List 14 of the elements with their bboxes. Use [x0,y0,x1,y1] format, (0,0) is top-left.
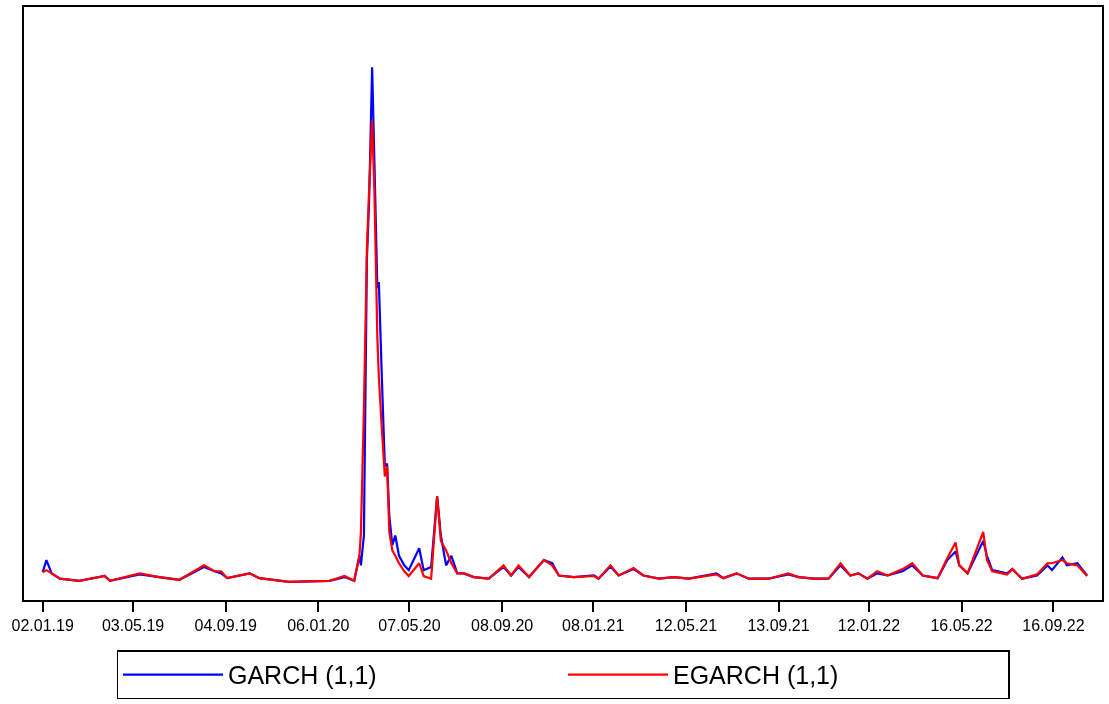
x-tick-label: 03.05.19 [101,617,165,635]
x-tick-label: 12.01.22 [837,617,901,635]
x-tick-label: 12.05.21 [654,617,718,635]
legend-label: GARCH (1,1) [228,661,377,690]
x-tick-label: 02.01.19 [11,617,74,635]
x-tick-label: 04.09.19 [194,617,257,635]
x-tick-label: 08.01.21 [562,617,625,635]
x-tick-label: 06.01.20 [287,617,350,635]
legend-label: EGARCH (1,1) [673,661,839,690]
x-tick-label: 08.09.20 [470,617,534,635]
x-tick-label: 13.09.21 [747,617,810,635]
x-tick-label: 16.05.22 [930,617,993,635]
x-tick-label: 16.09.22 [1022,617,1085,635]
x-tick-label: 07.05.20 [378,617,441,635]
